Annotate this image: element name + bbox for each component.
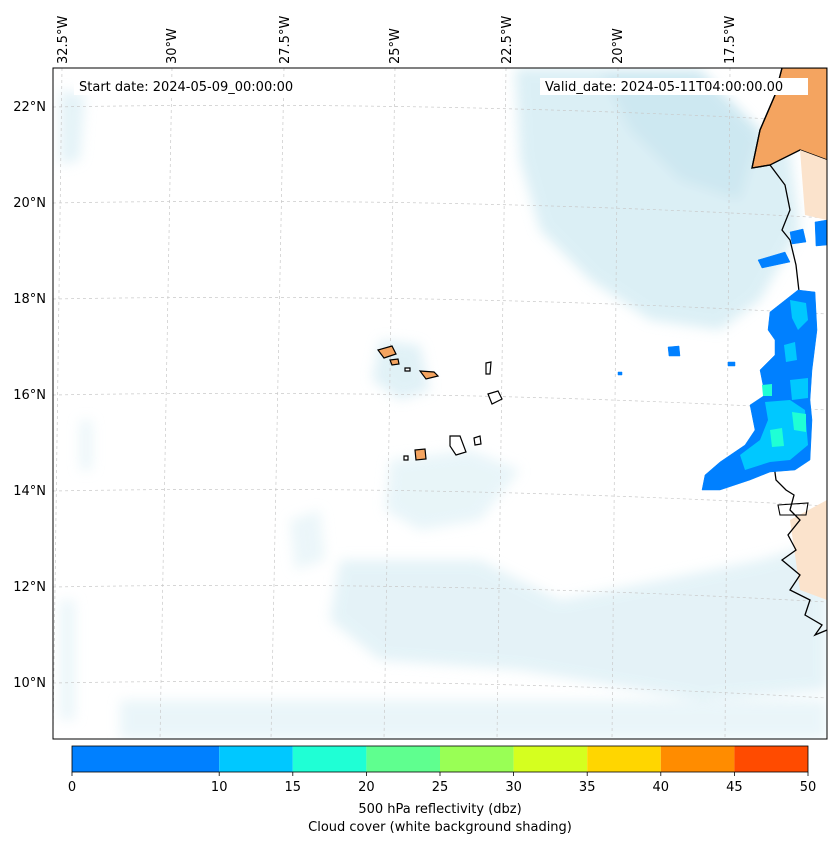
lon-label: 25°W (388, 28, 403, 64)
colorbar-tick-label: 0 (68, 780, 76, 795)
colorbar-tick-label: 40 (653, 780, 670, 795)
lon-label: 32.5°W (56, 16, 71, 64)
colorbar-tick-label: 15 (285, 780, 302, 795)
lat-label: 16°N (13, 388, 46, 403)
lon-label: 17.5°W (723, 16, 738, 64)
lat-label: 10°N (13, 676, 46, 691)
colorbar-sublabel: Cloud cover (white background shading) (308, 820, 572, 835)
cape-verde-islands (376, 345, 503, 461)
colorbar-swatch (72, 746, 220, 772)
colorbar-tick-label: 20 (358, 780, 375, 795)
lat-label: 22°N (13, 100, 46, 115)
colorbar: 0 10 15 20 25 30 35 40 45 50 500 hPa reflectivity… (68, 745, 816, 835)
colorbar-swatch (587, 746, 661, 772)
graticule (53, 68, 827, 739)
lat-label: 20°N (13, 196, 46, 211)
valid-date-box (540, 78, 808, 95)
colorbar-tick-label: 10 (211, 780, 228, 795)
lat-label: 18°N (13, 292, 46, 307)
map-panel: Start date: 2024-05-09_00:00:00 Valid_da… (53, 68, 827, 739)
lat-label: 14°N (13, 484, 46, 499)
latitude-labels: 22°N 20°N 18°N 16°N 14°N 12°N 10°N (13, 100, 46, 691)
colorbar-tick-label: 30 (505, 780, 522, 795)
lat-label: 12°N (13, 580, 46, 595)
african-coast (751, 68, 827, 637)
cloud-cover-shading (60, 68, 827, 739)
lon-label: 27.5°W (278, 16, 293, 64)
longitude-labels: 32.5°W 30°W 27.5°W 25°W 22.5°W 20°W 17.5… (56, 16, 738, 64)
colorbar-label: 500 hPa reflectivity (dbz) (358, 802, 521, 817)
lon-label: 20°W (611, 28, 626, 64)
colorbar-swatch (440, 746, 514, 772)
colorbar-swatch (660, 746, 735, 772)
lon-label: 22.5°W (500, 16, 515, 64)
map-frame (52, 67, 828, 740)
colorbar-swatch (366, 746, 440, 772)
colorbar-swatch (292, 746, 367, 772)
start-date-box (74, 78, 310, 95)
colorbar-tick-label: 35 (579, 780, 596, 795)
colorbar-swatch (219, 746, 293, 772)
colorbar-swatches (72, 746, 808, 772)
reflectivity-patches (617, 219, 827, 491)
colorbar-tick-label: 25 (432, 780, 449, 795)
start-date-label: Start date: 2024-05-09_00:00:00 (79, 80, 293, 95)
lon-label: 30°W (165, 28, 180, 64)
valid-date-label: Valid_date: 2024-05-11T04:00:00.00 (545, 80, 783, 95)
colorbar-swatch (513, 746, 588, 772)
colorbar-tick-label: 45 (726, 780, 743, 795)
colorbar-ticks: 0 10 15 20 25 30 35 40 45 50 (68, 772, 816, 795)
colorbar-tick-label: 50 (800, 780, 817, 795)
colorbar-swatch (734, 746, 808, 772)
